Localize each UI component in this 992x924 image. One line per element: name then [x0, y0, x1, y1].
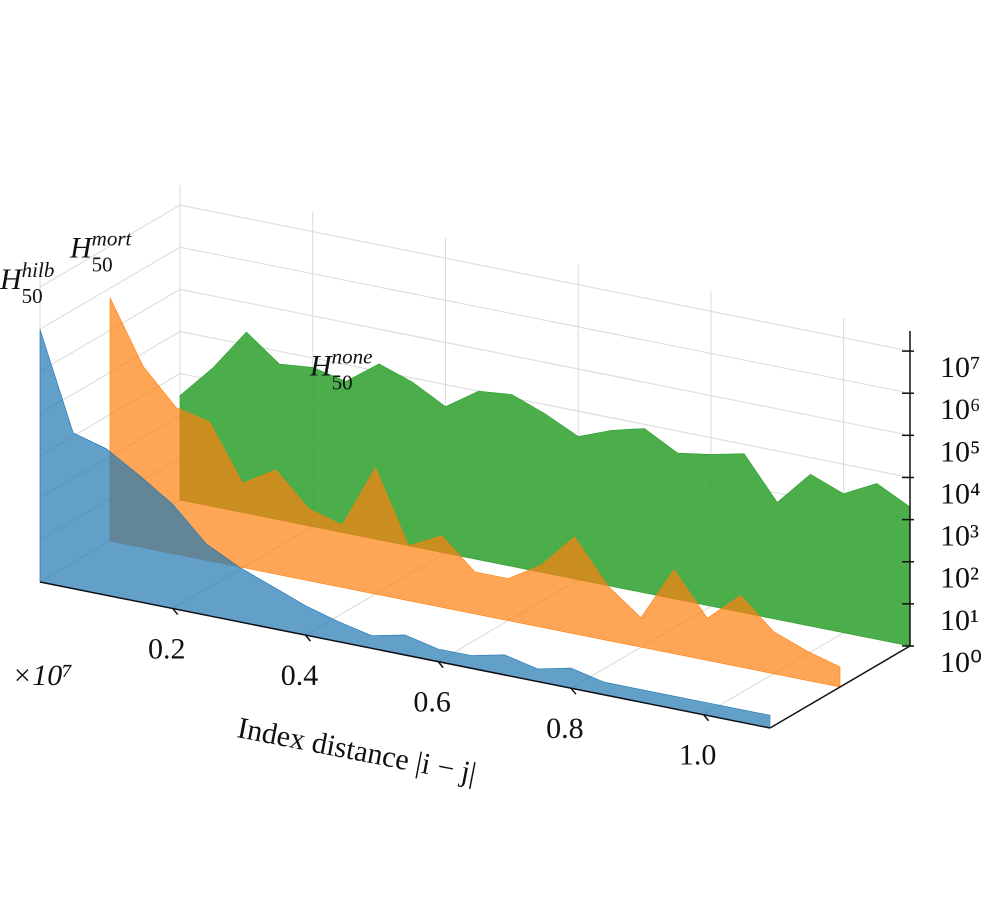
x-tick-label: 0.2 [148, 633, 186, 666]
series-label: Hnone 50 [309, 345, 373, 395]
grid-line [179, 288, 911, 436]
series-name: H [69, 232, 94, 265]
series-subscript: 50 [22, 284, 43, 308]
series-label: Hmort 50 [69, 227, 133, 277]
x-tick [570, 687, 577, 695]
grid-line [179, 204, 911, 352]
x-tick [437, 661, 444, 669]
grid-line [179, 330, 911, 478]
x-tick [304, 634, 312, 642]
z-tick-label: 10⁵ [940, 435, 980, 468]
z-tick-label: 10² [940, 562, 979, 595]
depth-axis [769, 645, 911, 729]
series-subscript: 50 [332, 371, 353, 395]
z-tick-label: 10¹ [940, 604, 979, 637]
x-tick-label: 0.6 [413, 686, 451, 719]
x-tick-label: 0.8 [546, 712, 584, 745]
series-superscript: none [332, 345, 373, 369]
z-tick-label: 10⁷ [940, 351, 980, 384]
grid-line [39, 246, 181, 330]
series-name: H [309, 350, 334, 383]
z-tick-label: 10³ [940, 520, 979, 553]
series-superscript: hilb [22, 258, 55, 282]
series-area [179, 331, 911, 647]
z-tick-label: 10⁰ [940, 646, 982, 679]
grid-line [179, 246, 911, 394]
series-area [39, 329, 771, 729]
series-name: H [0, 263, 24, 296]
x-tick-label: 1.0 [679, 739, 717, 772]
x-axis [39, 581, 771, 729]
series-label: Hhilb 50 [0, 258, 54, 308]
grid-line [39, 204, 181, 288]
x-tick [703, 714, 710, 722]
x-offset-label: ×10⁷ [12, 659, 73, 692]
z-tick-label: 10⁶ [940, 393, 980, 426]
z-tick-label: 10⁴ [940, 477, 980, 510]
x-tick-label: 0.4 [281, 659, 319, 692]
x-axis-label: Index distance |i − j| [235, 711, 479, 790]
x-tick [172, 608, 179, 616]
series-area [109, 297, 841, 688]
series-subscript: 50 [92, 253, 113, 277]
series-superscript: mort [92, 227, 133, 251]
